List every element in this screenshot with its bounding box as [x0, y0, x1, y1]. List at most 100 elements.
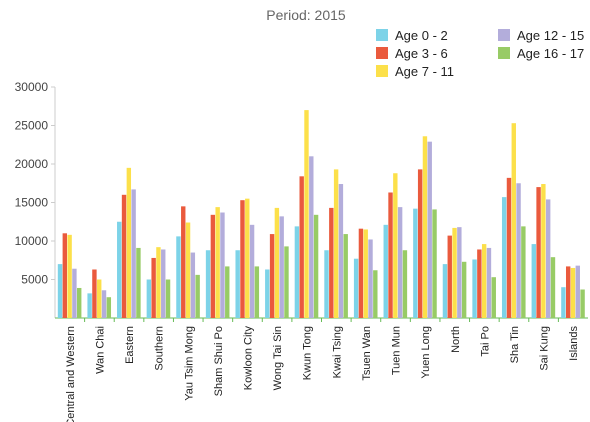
x-tick-label: Wong Tai Sin — [272, 326, 284, 390]
bar — [397, 207, 403, 318]
bar — [235, 250, 240, 318]
legend-item: Age 3 - 6 — [376, 46, 448, 61]
bar — [402, 250, 408, 318]
bar — [106, 297, 112, 318]
x-tick-label: Central and Western — [65, 326, 77, 422]
bar — [427, 141, 432, 318]
bar — [329, 207, 334, 318]
bar — [358, 228, 364, 318]
bar — [299, 176, 304, 318]
x-tick-label: Kwai Tsing — [331, 326, 343, 378]
x-tick-label: Kowloon City — [242, 326, 254, 391]
bar — [205, 250, 211, 318]
x-tick-label: Yuen Long — [420, 326, 432, 379]
bar — [136, 247, 141, 318]
bar — [570, 267, 576, 318]
bar — [501, 197, 507, 318]
bar — [215, 207, 220, 318]
bar — [121, 194, 127, 318]
bar — [368, 239, 373, 318]
bar — [461, 261, 467, 318]
x-tick-label: Southern — [154, 326, 166, 371]
bar — [294, 226, 300, 318]
legend-item: Age 12 - 15 — [498, 28, 584, 43]
bar — [442, 264, 448, 318]
y-axis: 5000 10000 15000 20000 25000 30000 — [15, 80, 56, 318]
legend-swatch — [376, 65, 388, 77]
bar — [57, 264, 63, 318]
x-tick-label: Sham Shui Po — [213, 326, 225, 396]
x-tick-label: North — [450, 326, 462, 353]
bar — [72, 268, 77, 318]
y-tick-label: 5000 — [21, 273, 48, 287]
x-tick-label: Tai Po — [479, 326, 491, 357]
bar — [353, 258, 359, 318]
legend: Age 0 - 2 Age 3 - 6 Age 7 - 11 Age 12 - 15 A… — [376, 28, 584, 79]
bar — [185, 222, 191, 318]
bar — [388, 192, 393, 318]
bar — [269, 234, 275, 318]
bar — [225, 266, 230, 318]
bar — [575, 265, 580, 318]
bar — [131, 189, 136, 318]
bar — [181, 206, 186, 318]
bar — [333, 169, 339, 318]
x-tick-label: Eastern — [124, 326, 136, 364]
bar — [77, 287, 82, 318]
bar — [545, 199, 551, 318]
x-tick-label: Wan Chai — [94, 326, 106, 374]
x-tick-label: Yau Tsim Mong — [183, 326, 195, 401]
bar — [477, 249, 482, 318]
bar — [101, 290, 107, 318]
bar — [343, 234, 348, 318]
legend-label: Age 16 - 17 — [517, 46, 584, 61]
bar — [284, 246, 289, 318]
legend-swatch — [376, 47, 388, 59]
legend-label: Age 0 - 2 — [395, 28, 448, 43]
bar — [146, 279, 152, 318]
y-tick-label: 25000 — [15, 119, 49, 133]
x-tick-label: Tuen Mun — [391, 326, 403, 375]
bar — [452, 227, 457, 318]
bar — [92, 269, 97, 318]
bar — [156, 247, 161, 318]
bar — [97, 279, 102, 318]
legend-item: Age 7 - 11 — [376, 64, 454, 79]
bar — [245, 198, 250, 318]
bar — [447, 235, 452, 318]
bar — [67, 234, 72, 318]
bar — [491, 277, 496, 318]
bar — [265, 269, 270, 318]
bar — [536, 187, 541, 318]
legend-item: Age 16 - 17 — [498, 46, 584, 61]
bar — [62, 233, 68, 318]
bar — [413, 208, 418, 318]
bar — [432, 209, 437, 318]
x-tick-label: Islands — [568, 326, 580, 361]
y-tick-label: 15000 — [15, 196, 49, 210]
bar — [550, 257, 556, 318]
legend-swatch — [498, 47, 510, 59]
bar — [541, 184, 546, 318]
legend-swatch — [376, 29, 388, 41]
bar — [190, 252, 196, 318]
bar — [338, 184, 344, 318]
bar — [195, 274, 200, 318]
bar — [210, 214, 216, 318]
bar — [151, 257, 156, 318]
bar — [383, 224, 388, 318]
bar — [363, 229, 368, 318]
x-axis: Central and Western Wan Chai Eastern Southe… — [55, 317, 588, 422]
bar — [422, 136, 428, 318]
chart-title: Period: 2015 — [266, 7, 346, 23]
bar — [472, 259, 477, 318]
legend-label: Age 12 - 15 — [517, 28, 584, 43]
bar — [511, 123, 516, 318]
y-tick-label: 30000 — [15, 80, 49, 94]
bar — [304, 110, 309, 318]
bar — [161, 249, 166, 318]
bar — [565, 266, 571, 318]
bar — [324, 250, 329, 318]
bar — [486, 247, 492, 318]
